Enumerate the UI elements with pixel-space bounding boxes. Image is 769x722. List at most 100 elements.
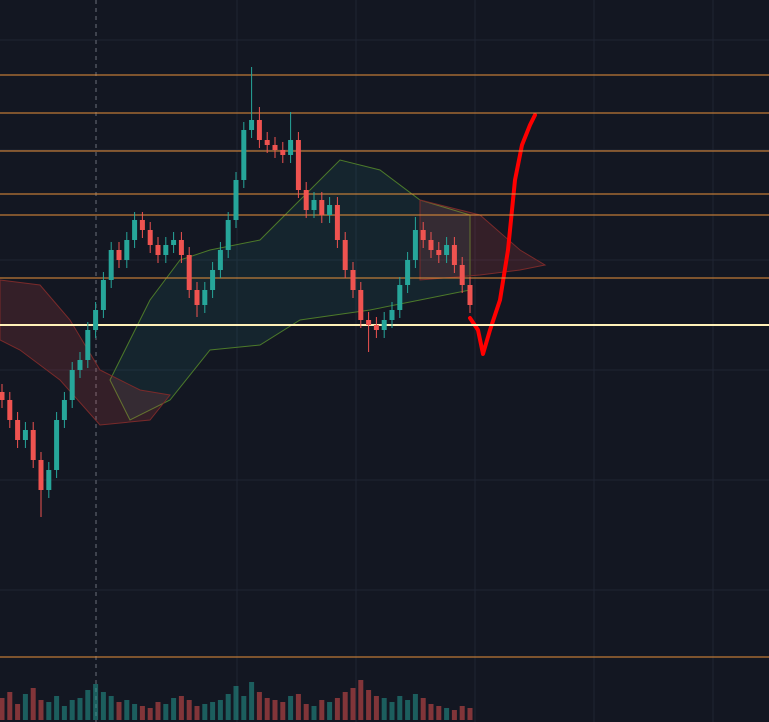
volume-bar <box>397 696 403 720</box>
candle-body <box>217 250 223 270</box>
candle-body <box>30 430 36 460</box>
cloud <box>419 199 547 281</box>
candle-body <box>225 220 231 250</box>
volume-bar <box>272 700 278 720</box>
candle-body <box>319 200 325 215</box>
volume-bar <box>412 694 418 720</box>
volume-bar <box>22 694 28 720</box>
candle-body <box>155 245 161 255</box>
volume-bar <box>202 704 208 720</box>
candle-body <box>61 400 67 420</box>
candle-body <box>139 220 145 230</box>
candle-body <box>264 140 270 145</box>
volume-bar <box>69 700 75 720</box>
volume-bar <box>15 704 21 720</box>
candle-body <box>459 265 465 285</box>
candle-body <box>358 290 364 320</box>
candle-body <box>327 205 333 215</box>
volume-bar <box>108 696 114 720</box>
cloud <box>109 159 471 421</box>
volume-bar <box>85 690 91 720</box>
candle-body <box>108 250 114 280</box>
volume-bar <box>451 710 457 720</box>
volume-bar <box>389 702 395 720</box>
candle-body <box>241 130 247 180</box>
volume-bar <box>334 698 340 720</box>
candle-body <box>7 400 13 420</box>
candle-body <box>69 370 75 400</box>
volume-bar <box>241 696 247 720</box>
candle-body <box>116 250 122 260</box>
candle-body <box>280 150 286 155</box>
candle-body <box>178 240 184 255</box>
candle-body <box>77 360 83 370</box>
volume-bar <box>264 698 270 720</box>
volume-bar <box>342 692 348 720</box>
volume-bar <box>303 704 309 720</box>
candle-body <box>186 255 192 290</box>
volume-bar <box>280 702 286 720</box>
volume-bar <box>319 700 325 720</box>
candle-body <box>451 245 457 265</box>
candle-body <box>420 230 426 240</box>
candle-body <box>381 320 387 330</box>
candle-body <box>350 270 356 290</box>
candle-body <box>366 320 372 325</box>
candle-body <box>15 420 21 440</box>
volume-bar <box>405 700 411 720</box>
candle-body <box>38 460 44 490</box>
volume-bar <box>217 700 223 720</box>
candle-body <box>342 240 348 270</box>
candle-body <box>295 140 301 190</box>
candle-body <box>397 285 403 310</box>
volume-bar <box>311 706 317 720</box>
volume-bar <box>233 686 239 720</box>
volume-bar <box>288 696 294 720</box>
candle-body <box>171 240 177 245</box>
volume-bar <box>155 702 161 720</box>
candle-body <box>0 392 5 400</box>
candle-body <box>93 310 99 330</box>
candle-body <box>467 285 473 305</box>
volume-bar <box>249 682 255 720</box>
candle-body <box>444 245 450 255</box>
volume-bar <box>139 706 145 720</box>
volume-bar <box>459 706 465 720</box>
candle-body <box>100 280 106 310</box>
volume-bar <box>327 702 333 720</box>
candle-body <box>132 220 138 240</box>
candle-body <box>288 140 294 155</box>
candle-body <box>210 270 216 290</box>
volume-bar <box>381 698 387 720</box>
volume-bar <box>428 704 434 720</box>
volume-bar <box>100 692 106 720</box>
candle-body <box>373 325 379 330</box>
marks <box>0 67 769 720</box>
volume-bar <box>436 706 442 720</box>
candle-body <box>311 200 317 210</box>
candle-body <box>46 470 52 490</box>
volume-bar <box>124 700 130 720</box>
candle-body <box>256 120 262 140</box>
volume-bar <box>467 708 473 720</box>
volume-bar <box>132 704 138 720</box>
candle-body <box>303 190 309 210</box>
volume-bar <box>163 704 169 720</box>
volume-bar <box>358 680 364 720</box>
volume-bar <box>46 702 52 720</box>
candle-body <box>163 245 169 255</box>
candle-body <box>405 260 411 285</box>
volume-bar <box>178 696 184 720</box>
volume-bar <box>38 700 44 720</box>
volume-bar <box>171 698 177 720</box>
candle-body <box>85 330 91 360</box>
volume-bar <box>7 692 13 720</box>
candle-body <box>412 230 418 260</box>
candle-body <box>436 250 442 255</box>
candle-body <box>147 230 153 245</box>
volume-bar <box>147 708 153 720</box>
